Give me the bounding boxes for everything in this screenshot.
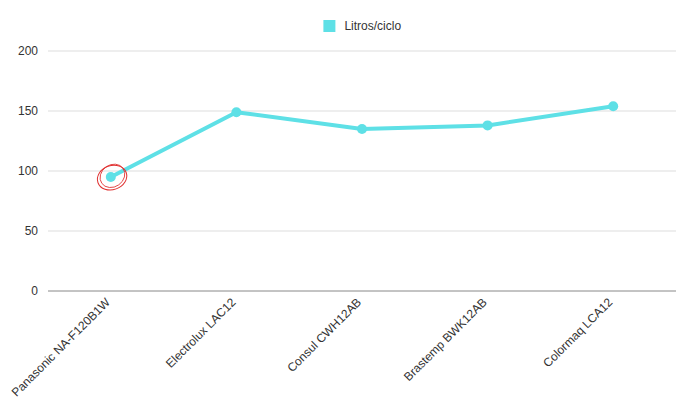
- series-point: [483, 120, 493, 130]
- plot-area: [106, 101, 618, 182]
- series-point: [231, 107, 241, 117]
- series-point: [357, 124, 367, 134]
- series-line: [111, 106, 613, 177]
- x-tick-label: Colormaq LCA12: [540, 295, 615, 370]
- legend-swatch: [323, 20, 335, 32]
- grid-line: [48, 171, 676, 172]
- highlight-circle: [95, 159, 129, 192]
- legend: Litros/ciclo: [323, 19, 401, 33]
- highlight-circle: [94, 161, 130, 194]
- y-tick-label: 0: [31, 284, 38, 298]
- y-tick-label: 200: [18, 44, 38, 58]
- legend-label: Litros/ciclo: [344, 19, 401, 33]
- series-point: [608, 101, 618, 111]
- grid-line: [48, 231, 676, 232]
- grid-line: [48, 291, 676, 292]
- x-tick-label: Consul CWH12AB: [284, 295, 364, 375]
- y-tick-label: 100: [18, 164, 38, 178]
- x-tick-label: Panasonic NA-F120B1W: [9, 295, 114, 400]
- grid-line: [48, 51, 676, 52]
- y-tick-label: 150: [18, 104, 38, 118]
- chart: 0 50 100 150 200 Panasonic NA-F120B1W Electrol…: [0, 0, 700, 420]
- y-tick-label: 50: [25, 224, 39, 238]
- x-tick-label: Brastemp BWK12AB: [401, 295, 490, 384]
- x-tick-label: Electrolux LAC12: [163, 295, 239, 371]
- series-point: [106, 172, 116, 182]
